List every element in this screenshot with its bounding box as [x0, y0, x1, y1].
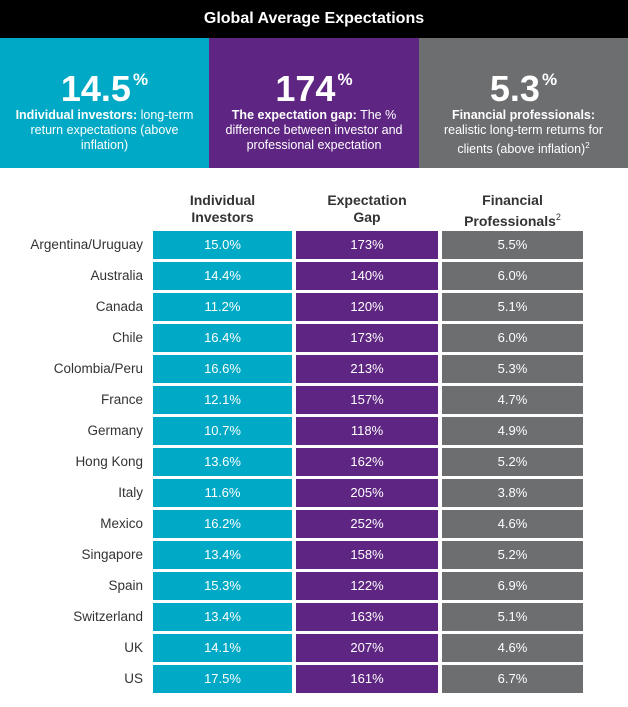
expectation-gap-cell: 140%	[296, 262, 438, 290]
individual-investors-cell: 11.2%	[153, 293, 292, 321]
table-row: Singapore 13.4% 158% 5.2%	[0, 541, 628, 572]
individual-investors-cell: 14.1%	[153, 634, 292, 662]
card-value: 14.5	[60, 68, 131, 109]
individual-investors-cell: 14.4%	[153, 262, 292, 290]
country-label: Germany	[87, 423, 143, 438]
financial-professionals-cell: 4.7%	[442, 386, 583, 414]
individual-investors-cell: 13.4%	[153, 603, 292, 631]
page-title: Global Average Expectations	[0, 0, 628, 38]
card-description: The expectation gap: The % difference be…	[225, 108, 403, 152]
financial-professionals-cell: 5.1%	[442, 603, 583, 631]
country-label: Canada	[95, 299, 143, 314]
country-label: Colombia/Peru	[53, 361, 143, 376]
country-label: Switzerland	[73, 609, 143, 624]
financial-professionals-cell: 5.1%	[442, 293, 583, 321]
table-row: UK 14.1% 207% 4.6%	[0, 634, 628, 665]
table-row: Argentina/Uruguay 15.0% 173% 5.5%	[0, 231, 628, 262]
individual-investors-cell: 15.0%	[153, 231, 292, 259]
individual-investors-cell: 16.2%	[153, 510, 292, 538]
expectation-gap-cell: 161%	[296, 665, 438, 693]
financial-professionals-cell: 6.0%	[442, 262, 583, 290]
individual-investors-cell: 11.6%	[153, 479, 292, 507]
country-label: Argentina/Uruguay	[30, 237, 143, 252]
table-row: Colombia/Peru 16.6% 213% 5.3%	[0, 355, 628, 386]
expectation-gap-cell: 162%	[296, 448, 438, 476]
financial-professionals-cell: 4.9%	[442, 417, 583, 445]
financial-professionals-card: 5.3% Financial professionals: realistic l…	[419, 38, 628, 168]
financial-professionals-cell: 3.8%	[442, 479, 583, 507]
table-row: Hong Kong 13.6% 162% 5.2%	[0, 448, 628, 479]
expectation-gap-cell: 207%	[296, 634, 438, 662]
table-row: Canada 11.2% 120% 5.1%	[0, 293, 628, 324]
country-label: France	[100, 392, 143, 407]
table-row: Chile 16.4% 173% 6.0%	[0, 324, 628, 355]
individual-investors-cell: 13.6%	[153, 448, 292, 476]
card-unit: %	[132, 70, 149, 89]
financial-professionals-cell: 4.6%	[442, 634, 583, 662]
country-label: Mexico	[100, 516, 143, 531]
expectation-gap-cell: 252%	[296, 510, 438, 538]
expectation-gap-cell: 205%	[296, 479, 438, 507]
table-row: Mexico 16.2% 252% 4.6%	[0, 510, 628, 541]
card-value: 5.3	[489, 68, 540, 109]
table-row: Switzerland 13.4% 163% 5.1%	[0, 603, 628, 634]
financial-professionals-cell: 4.6%	[442, 510, 583, 538]
financial-professionals-cell: 6.7%	[442, 665, 583, 693]
expectation-gap-card: 174% The expectation gap: The % differen…	[209, 38, 419, 168]
financial-professionals-cell: 5.5%	[442, 231, 583, 259]
card-value: 174	[275, 68, 336, 109]
country-label: Chile	[112, 330, 143, 345]
country-label: UK	[124, 640, 143, 655]
table-row: France 12.1% 157% 4.7%	[0, 386, 628, 417]
table-row: Spain 15.3% 122% 6.9%	[0, 572, 628, 603]
expectation-gap-cell: 118%	[296, 417, 438, 445]
individual-investors-cell: 17.5%	[153, 665, 292, 693]
expectation-gap-cell: 173%	[296, 324, 438, 352]
card-description: Financial professionals: realistic long-t…	[443, 108, 604, 156]
expectation-gap-cell: 120%	[296, 293, 438, 321]
expectation-gap-cell: 122%	[296, 572, 438, 600]
expectation-gap-cell: 173%	[296, 231, 438, 259]
expectation-gap-cell: 163%	[296, 603, 438, 631]
column-header-individual: Individual Investors	[189, 192, 256, 225]
table-row: Germany 10.7% 118% 4.9%	[0, 417, 628, 448]
card-unit: %	[541, 70, 558, 89]
country-label: Hong Kong	[75, 454, 143, 469]
individual-investors-cell: 16.6%	[153, 355, 292, 383]
card-description: Individual investors: long-term return e…	[15, 108, 194, 152]
country-label: Australia	[90, 268, 143, 283]
country-label: Singapore	[81, 547, 143, 562]
expectation-gap-cell: 158%	[296, 541, 438, 569]
expectation-gap-cell: 213%	[296, 355, 438, 383]
individual-investors-cell: 12.1%	[153, 386, 292, 414]
column-header-professional: Financial Professionals2	[464, 192, 561, 229]
individual-investors-cell: 13.4%	[153, 541, 292, 569]
individual-investors-cell: 16.4%	[153, 324, 292, 352]
expectations-table: Argentina/Uruguay 15.0% 173% 5.5% Australia 1…	[0, 231, 628, 696]
financial-professionals-cell: 5.2%	[442, 541, 583, 569]
table-row: Australia 14.4% 140% 6.0%	[0, 262, 628, 293]
country-label: US	[124, 671, 143, 686]
country-label: Italy	[118, 485, 143, 500]
card-unit: %	[337, 70, 353, 89]
table-row: US 17.5% 161% 6.7%	[0, 665, 628, 696]
country-label: Spain	[108, 578, 143, 593]
financial-professionals-cell: 6.0%	[442, 324, 583, 352]
financial-professionals-cell: 5.3%	[442, 355, 583, 383]
individual-investors-card: 14.5% Individual investors: long-term re…	[0, 38, 209, 168]
column-header-gap: Expectation Gap	[327, 192, 407, 225]
table-row: Italy 11.6% 205% 3.8%	[0, 479, 628, 510]
individual-investors-cell: 10.7%	[153, 417, 292, 445]
individual-investors-cell: 15.3%	[153, 572, 292, 600]
financial-professionals-cell: 6.9%	[442, 572, 583, 600]
expectation-gap-cell: 157%	[296, 386, 438, 414]
financial-professionals-cell: 5.2%	[442, 448, 583, 476]
